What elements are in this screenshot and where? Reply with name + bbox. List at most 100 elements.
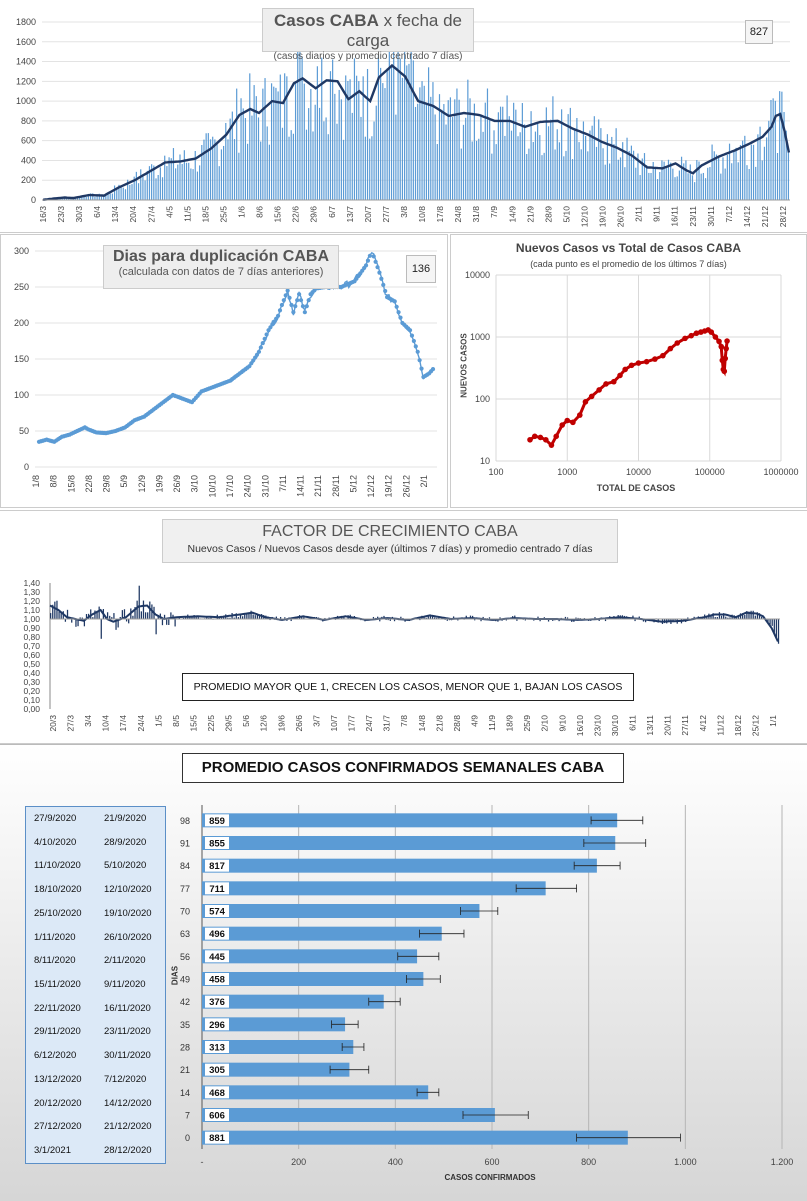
week-start-date: 2/11/2020 [104,955,146,966]
doubling-days-point [410,334,414,338]
daily-case-bar [746,165,747,200]
y-tick-label: 250 [14,282,29,292]
x-tick-label: 6/7 [327,206,337,218]
weekly-average-bar [202,881,546,895]
daily-case-bar [177,165,178,200]
x-tick-label: 10/8 [417,206,427,223]
x-tick-label: 5/12 [348,475,358,493]
x-tick-label: 1000000 [763,467,798,477]
doubling-days-point [414,344,418,348]
daily-case-bar [236,89,237,200]
new-vs-total-point [674,340,680,346]
daily-case-bar [312,131,313,200]
daily-case-bar [681,157,682,200]
growth-factor-subtitle: Nuevos Casos / Nuevos Casos desde ayer (… [163,543,617,555]
daily-case-bar [428,67,429,200]
doubling-days-point [297,292,301,296]
daily-case-bar [155,178,156,200]
x-tick-label: 26/12 [401,475,411,498]
daily-case-bar [596,147,597,200]
x-tick-label: 26/10 [616,206,626,228]
daily-case-bar [589,131,590,200]
daily-case-bar [243,108,244,200]
daily-case-bar [278,91,279,200]
daily-case-bar [483,132,484,200]
doubling-days-point [289,303,293,307]
daily-case-bar [216,141,217,200]
daily-case-bar [602,148,603,200]
daily-case-bar [548,126,549,200]
x-tick-label: 400 [388,1157,403,1167]
growth-factor-bar [255,615,256,619]
daily-case-bar [223,146,224,200]
daily-case-bar [413,60,414,200]
daily-case-bar [417,104,418,200]
growth-factor-bar [101,619,102,639]
daily-case-bar [550,120,551,200]
daily-case-bar [365,137,366,200]
daily-case-bar [690,164,691,200]
daily-case-bar [308,108,309,200]
daily-case-bar [382,83,383,200]
doubling-days-point [398,316,402,320]
daily-case-bar [598,119,599,200]
doubling-days-point [305,304,309,308]
daily-case-bar [670,163,671,200]
doubling-days-point [412,339,416,343]
x-tick-label: 12/9 [137,475,147,493]
week-start-date: 26/10/2020 [104,932,152,943]
x-tick-label: 17/4 [118,715,128,732]
week-start-date: 30/11/2020 [104,1050,151,1061]
daily-case-bar [138,183,139,200]
daily-case-bar [472,142,473,200]
daily-case-bar [753,145,754,200]
daily-case-bar [400,58,401,200]
daily-case-bar [585,136,586,200]
x-tick-label: 100 [488,467,503,477]
doubling-days-point [374,260,378,264]
daily-case-bar [264,78,265,200]
growth-factor-bar [147,612,148,619]
daily-case-bar [779,91,780,200]
doubling-days-point [381,283,385,287]
days-category-label: 91 [180,839,190,849]
growth-factor-bar [145,612,146,619]
daily-case-bar [461,149,462,200]
x-tick-label: 17/8 [435,206,445,223]
growth-factor-bar [248,614,249,619]
week-end-date: 15/11/2020 [34,979,81,990]
days-category-label: 7 [185,1111,190,1121]
daily-case-bar [260,142,261,200]
y-tick-label: 1000 [470,332,490,342]
x-tick-label: 28/11 [331,475,341,497]
x-tick-label: 24/4 [136,715,146,732]
daily-case-bar [369,139,370,200]
x-tick-label: 8/8 [49,475,59,488]
new-vs-total-point [718,344,724,350]
daily-case-bar [376,106,377,200]
weekly-average-value-label: 817 [209,861,225,872]
new-vs-total-point [688,333,694,339]
daily-case-bar [142,176,143,200]
doubling-days-point [419,367,423,371]
daily-case-bar [360,117,361,200]
daily-case-bar [284,73,285,200]
daily-case-bar [445,125,446,200]
x-tick-label: 4/9 [469,715,479,727]
daily-case-bar [498,112,499,200]
daily-case-bar [679,171,680,200]
daily-case-bar [672,169,673,200]
daily-case-bar [175,168,176,200]
daily-case-bar [206,133,207,200]
week-end-date: 13/12/2020 [34,1074,82,1085]
daily-case-bar [572,159,573,200]
daily-case-bar [620,157,621,200]
daily-case-bar [421,81,422,200]
x-tick-label: 1.200 [771,1157,794,1167]
weekly-average-value-label: 376 [209,997,225,1008]
daily-case-bar [517,136,518,200]
x-tick-label: 17/10 [225,475,235,498]
x-tick-label: 8/6 [255,206,265,218]
daily-case-bar [722,157,723,200]
